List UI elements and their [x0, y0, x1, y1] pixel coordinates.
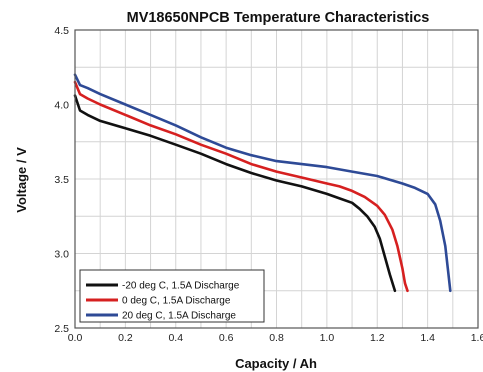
legend: -20 deg C, 1.5A Discharge 0 deg C, 1.5A D… [79, 269, 265, 323]
tick-labels: 0.0 0.2 0.4 0.6 0.8 1.0 1.2 1.4 1.6 2.5 3.0 3.5 4.0 4… [54, 25, 483, 344]
series-line-1 [73, 94, 397, 293]
legend-box [79, 269, 265, 323]
x-tick-label: 1.4 [420, 332, 435, 344]
x-tick-label: 0.4 [168, 332, 183, 344]
x-tick-label: 1.6 [471, 332, 483, 344]
x-tick-label: 0.2 [118, 332, 133, 344]
y-tick-label: 3.5 [54, 174, 69, 186]
plot-border [74, 29, 479, 329]
legend-label-1: -20 deg C, 1.5A Discharge [122, 281, 240, 292]
chart-title: MV18650NPCB Temperature Characteristics [127, 10, 430, 26]
y-tick-label: 3.0 [54, 249, 69, 261]
y-axis-title: Voltage / V [14, 147, 29, 213]
legend-label-2: 0 deg C, 1.5A Discharge [122, 296, 231, 307]
y-tick-label: 4.5 [54, 25, 69, 37]
series-line-2 [73, 80, 409, 293]
x-tick-label: 0.6 [219, 332, 234, 344]
legend-label-3: 20 deg C, 1.5A Discharge [122, 311, 236, 322]
y-tick-label: 2.5 [54, 323, 69, 335]
x-tick-label: 0.8 [269, 332, 284, 344]
x-tick-label: 1.0 [320, 332, 335, 344]
x-tick-label: 0.0 [68, 332, 83, 344]
series-lines [73, 73, 452, 293]
series-line-3 [73, 73, 452, 293]
x-tick-label: 1.2 [370, 332, 385, 344]
x-axis-title: Capacity / Ah [235, 356, 317, 371]
y-tick-label: 4.0 [54, 100, 69, 112]
